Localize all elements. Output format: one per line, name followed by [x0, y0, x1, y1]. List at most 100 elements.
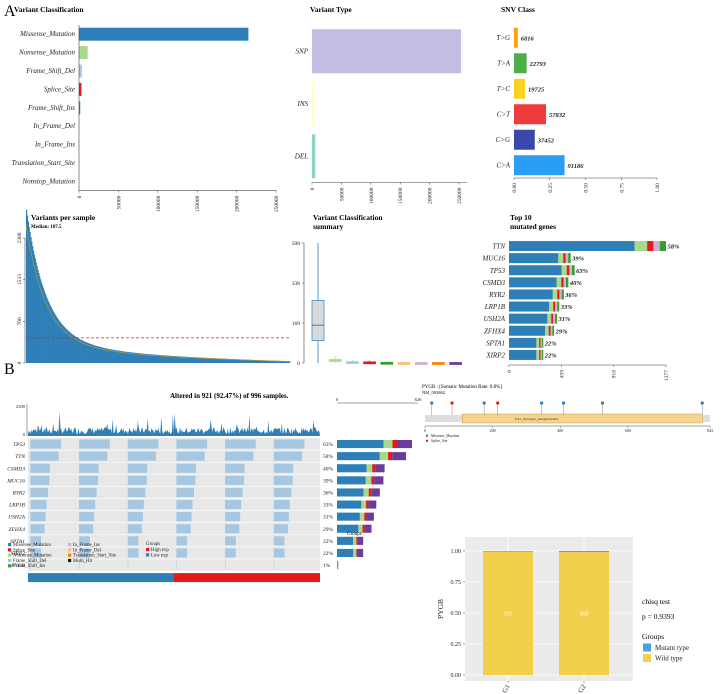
top10-segment — [553, 301, 556, 312]
vps-sample-bar — [116, 350, 118, 363]
top10-x-tick-label: 918 — [612, 370, 618, 379]
legend-label: Frame_Shift_Ins — [13, 564, 45, 569]
top10-segment — [553, 313, 556, 324]
vps-sample-bar — [178, 356, 180, 363]
vps-sample-bar — [171, 355, 173, 363]
y-axis-label: PYGB — [436, 599, 445, 619]
vps-sample-bar — [55, 316, 58, 363]
top10-segment — [509, 301, 550, 312]
vps-sample-bar — [204, 357, 206, 363]
snv-count-label: 6816 — [521, 35, 535, 42]
vps-sample-bar — [129, 352, 132, 363]
vps-sample-bar — [46, 297, 48, 363]
vps-sample-bar — [243, 359, 245, 363]
lollipop-head — [482, 401, 486, 405]
vps-sample-bar — [105, 348, 107, 363]
vps-sample-bar — [193, 357, 195, 363]
oncoplot-pct-label: 40% — [323, 466, 334, 472]
top10-pct-label: 63% — [576, 268, 589, 275]
vps-sample-bar — [278, 360, 280, 363]
snv-bar — [514, 129, 535, 150]
vt-x-tick-label: 50000 — [339, 187, 345, 201]
vt-bar — [312, 29, 462, 74]
vt-x-tick-label: 150000 — [398, 187, 404, 204]
oncoplot-background — [28, 438, 320, 572]
vps-title: Variants per sample — [31, 213, 96, 222]
vps-sample-bar — [80, 339, 82, 363]
vps-sample-bar — [212, 358, 214, 363]
vps-sample-bar — [174, 356, 176, 363]
oncoplot-mutation-block — [176, 487, 194, 497]
vps-sample-bar — [77, 337, 79, 363]
vps-sample-bar — [142, 353, 144, 363]
oncoplot-pct-label: 39% — [323, 478, 334, 484]
snv-count-label: 37452 — [537, 137, 555, 144]
top10-segment — [545, 325, 549, 336]
vps-sample-bar — [172, 356, 175, 363]
vps-sample-bar — [163, 355, 165, 363]
vps-sample-bar — [98, 346, 100, 363]
vps-sample-bar — [128, 352, 130, 363]
vps-sample-bar — [70, 333, 73, 363]
legend-swatch — [8, 553, 12, 557]
vps-sample-bar — [64, 327, 66, 363]
legend-label: Frame_Shift_Del — [13, 559, 47, 564]
vps-sample-bar — [280, 360, 282, 363]
side-bar-segment — [371, 488, 380, 497]
vps-sample-bar — [70, 332, 72, 363]
vc-category-label: Frame_Shift_Del — [25, 67, 75, 75]
top10-segment — [509, 289, 553, 300]
top10-segment — [558, 253, 564, 264]
oncoplot-mutation-block — [127, 524, 142, 534]
top10-gene-label: XIRP2 — [485, 351, 505, 359]
top10-segment — [555, 313, 557, 324]
vt-x-tick-label: 200000 — [428, 187, 434, 204]
vps-sample-bar — [238, 359, 240, 363]
oncoplot-mutation-block — [273, 512, 289, 522]
vps-y-tick-label: 766 — [17, 317, 23, 326]
vps-sample-bar — [131, 352, 133, 363]
lollipop-x-tick-label: 0 — [424, 428, 426, 433]
lollipop-head — [430, 401, 434, 405]
oncoplot-mutation-block — [30, 524, 45, 534]
top10-segment — [557, 301, 560, 312]
lollipop-head — [600, 401, 605, 405]
snv-x-tick-label: 0.25 — [548, 183, 554, 193]
vps-sample-bar — [224, 358, 226, 363]
top10-segment — [659, 241, 666, 252]
vcs-y-tick-label: 169 — [292, 321, 301, 327]
vps-sample-bar — [49, 305, 51, 363]
vps-stack-edge — [25, 225, 290, 362]
legend-swatch — [68, 558, 72, 563]
vps-sample-bar — [57, 319, 59, 363]
vps-sample-bar — [255, 360, 257, 363]
snv-category-label: T>A — [497, 59, 511, 67]
vcs-y-tick-label: 508 — [292, 241, 301, 247]
oncoplot-mutation-block — [127, 463, 148, 473]
oncoplot-mutation-block — [127, 487, 146, 497]
vps-sample-bar — [253, 359, 256, 363]
vps-sample-bar — [148, 354, 150, 363]
vps-sample-bar — [201, 357, 203, 363]
vps-sample-bar — [206, 357, 208, 363]
vps-sample-bar — [179, 356, 181, 363]
vc-x-tick-label: 0 — [77, 195, 83, 198]
side-bar-segment — [364, 524, 372, 533]
vps-sample-bar — [117, 350, 119, 363]
vps-sample-bar — [188, 356, 190, 363]
oncoplot-title: Altered in 921 (92.47%) of 996 samples. — [170, 392, 289, 400]
vps-sample-bar — [110, 349, 112, 363]
oncoplot-gene-label: XIRP2 — [9, 551, 25, 557]
vps-sample-bar — [83, 341, 85, 363]
lollipop-legend-dot — [425, 434, 429, 437]
oncoplot-mutation-block — [273, 451, 302, 461]
vps-sample-bar — [84, 341, 86, 363]
vps-sample-bar — [90, 344, 92, 363]
vps-sample-bar — [119, 350, 121, 363]
vps-sample-bar — [102, 347, 104, 363]
vps-sample-bar — [176, 356, 178, 363]
vps-sample-bar — [181, 356, 183, 363]
oncoplot-mutation-block — [30, 536, 42, 546]
vps-sample-bar — [103, 347, 105, 363]
top10-segment — [561, 265, 567, 276]
